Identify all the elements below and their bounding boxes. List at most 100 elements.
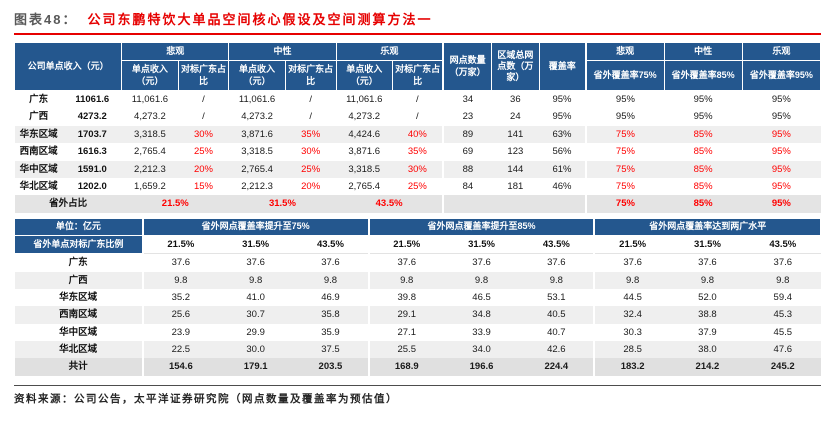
region-label: 广东 <box>29 94 49 105</box>
neutral-income: 3,318.5 <box>241 146 273 158</box>
income-column-header: 公司单点收入（元） <box>13 42 123 91</box>
scenario-coverage: 75% <box>584 160 665 178</box>
top-table-row: 华东区域 1703.7 3,318.5 30% 3,871.6 35% 4,424.6 40%… <box>14 125 821 144</box>
region-label: 华中区域 <box>14 160 63 178</box>
coverage-rate: 63% <box>539 125 586 144</box>
space-value: 29.1 <box>367 306 444 324</box>
total-outlets-header: 区域总网点数（万家） <box>491 42 540 91</box>
neutral-income: 4,273.2 <box>241 111 273 123</box>
figure-title-text: 公司东鹏特饮大单品空间核心假设及空间测算方法一 <box>87 12 433 27</box>
total-value: 224.4 <box>519 358 595 376</box>
single-point-income: 1703.7 <box>62 125 122 144</box>
space-value: 32.4 <box>593 306 670 324</box>
space-value: 38.8 <box>669 306 746 324</box>
space-value: 45.3 <box>745 306 821 324</box>
coverage-scenario-optimistic: 乐观 <box>741 42 822 61</box>
neutral-income: 2,765.4 <box>228 160 286 178</box>
ratio-value: 31.5% <box>218 235 294 255</box>
total-value: 245.2 <box>745 358 821 376</box>
coverage-header: 覆盖率 <box>538 42 587 91</box>
outside-share-value: 21.5% <box>121 195 229 213</box>
region-label: 华北区域 <box>19 180 58 192</box>
assumptions-table: 公司单点收入（元） 悲观 中性 乐观 网点数量（万家） 区域总网点数（万家） 覆… <box>13 42 822 213</box>
source-note: 资料来源：公司公告，太平洋证券研究院（网点数量及覆盖率为预估值） <box>14 393 398 405</box>
pessimistic-income: 1,659.2 <box>134 180 166 192</box>
scenario-coverage: 85% <box>664 125 743 144</box>
pessimistic-ratio: 20% <box>178 160 229 178</box>
total-row-element: 共计 154.6 179.1 203.5 168.9 196.6 224.4 183.2 214… <box>14 358 821 376</box>
title-underline <box>14 33 821 35</box>
top-header-row-2: 单点收入（元） 对标广东占比 单点收入（元） 对标广东占比 单点收入（元） 对标… <box>15 60 822 91</box>
single-point-income: 11061.6 <box>75 94 110 105</box>
scenario-coverage: 95% <box>584 108 665 126</box>
space-value: 9.8 <box>745 271 821 289</box>
space-estimation-table: 单位：亿元 省外网点覆盖率提升至75% 省外网点覆盖率提升至85% 省外网点覆盖… <box>13 217 822 376</box>
space-value: 40.7 <box>547 326 566 338</box>
space-value: 37.6 <box>773 257 793 269</box>
coverage-sub-75: 省外覆盖率75% <box>584 60 665 91</box>
ratio-value: 21.5% <box>593 235 670 255</box>
pessimistic-ratio: / <box>202 94 205 105</box>
sub-header-ratio-pessimistic: 对标广东占比 <box>177 60 230 91</box>
space-value: 34.8 <box>443 306 520 324</box>
neutral-ratio: / <box>309 111 312 123</box>
province-outside-share-row: 省外占比 21.5% 31.5% 43.5% 75% 85% 95% <box>14 195 821 213</box>
space-value: 9.8 <box>367 271 444 289</box>
coverage-rate: 95% <box>552 111 572 123</box>
space-value: 44.5 <box>593 288 670 307</box>
scenario-coverage: 75% <box>584 177 665 196</box>
space-value: 9.8 <box>669 271 746 289</box>
space-value: 47.6 <box>745 341 821 359</box>
space-value: 52.0 <box>698 291 717 303</box>
summary-label: 省外占比 <box>14 195 122 213</box>
footer-divider <box>14 384 821 386</box>
group-header-coverage-75: 省外网点覆盖率提升至75% <box>141 217 370 236</box>
bottom-table-row: 广西 9.8 9.8 9.8 9.8 9.8 9.8 9.8 9.8 9.8 <box>14 271 821 289</box>
region-label: 西南区域 <box>19 146 58 158</box>
space-value: 35.8 <box>293 306 369 324</box>
space-value: 25.6 <box>141 306 218 324</box>
pessimistic-ratio: 30% <box>178 125 229 144</box>
space-value: 45.5 <box>773 326 793 338</box>
region-label: 华中区域 <box>59 326 98 338</box>
space-value: 37.6 <box>367 253 444 272</box>
pessimistic-income: 2,212.3 <box>121 160 179 178</box>
space-value: 38.0 <box>669 341 746 359</box>
figure-number: 图表48： <box>14 12 78 27</box>
neutral-income: 2,212.3 <box>241 180 273 192</box>
single-point-income: 1202.0 <box>77 180 107 192</box>
sub-header-income-neutral: 单点收入（元） <box>228 60 286 91</box>
space-value: 9.8 <box>443 271 520 289</box>
space-value: 34.0 <box>443 341 520 359</box>
sub-header-income-optimistic: 单点收入（元） <box>335 60 393 91</box>
region-label: 广西 <box>29 111 49 123</box>
optimistic-ratio: 25% <box>407 180 427 192</box>
ratio-value: 31.5% <box>669 235 746 255</box>
figure-title: 图表48： 公司东鹏特饮大单品空间核心假设及空间测算方法一 <box>14 9 821 28</box>
ratio-value: 43.5% <box>519 235 595 255</box>
pessimistic-income: 11,061.6 <box>131 94 169 105</box>
neutral-ratio: 30% <box>301 146 321 158</box>
optimistic-income: 11,061.6 <box>346 94 383 105</box>
coverage-rate: 61% <box>539 160 586 178</box>
coverage-rate: 46% <box>552 180 572 192</box>
bottom-table-row: 西南区域 25.6 30.7 35.8 29.1 34.8 40.5 32.4 38.8 45.3 <box>14 306 821 324</box>
total-outlet-count: 123 <box>507 146 524 158</box>
group-header-coverage-85: 省外网点覆盖率提升至85% <box>367 217 595 236</box>
pessimistic-income: 4,273.2 <box>134 111 166 123</box>
region-label: 广西 <box>14 271 143 289</box>
outlet-count: 69 <box>442 143 492 161</box>
space-value: 22.5 <box>141 341 218 359</box>
space-value: 37.6 <box>547 257 566 269</box>
neutral-income: 11,061.6 <box>238 94 276 105</box>
ratio-value: 43.5% <box>293 235 369 255</box>
region-label: 华北区域 <box>14 341 143 359</box>
top-table-row: 华中区域 1591.0 2,212.3 20% 2,765.4 25% 3,318.5 30%… <box>14 160 821 178</box>
space-value: 37.6 <box>321 257 340 269</box>
total-value: 154.6 <box>141 358 218 376</box>
optimistic-income: 4,273.2 <box>348 111 381 123</box>
optimistic-ratio: 35% <box>407 146 427 158</box>
scenario-coverage: 95% <box>771 180 791 192</box>
space-value: 35.2 <box>141 288 218 307</box>
total-outlet-count: 141 <box>491 125 540 144</box>
